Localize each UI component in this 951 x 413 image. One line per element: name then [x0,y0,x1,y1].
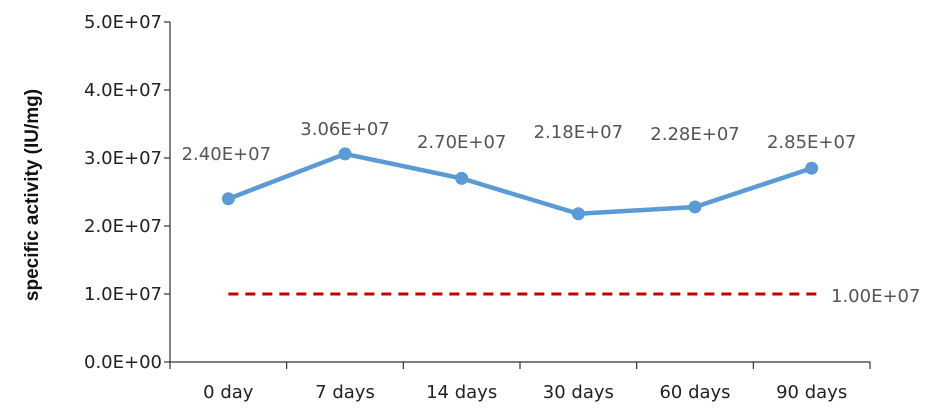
data-label: 3.06E+07 [300,119,389,140]
data-label: 2.85E+07 [767,132,856,153]
reference-line-group: 1.00E+07 [228,286,920,307]
data-point [338,147,352,161]
x-axis-ticks: 0 day 7 days 14 days 30 days 60 days 90 days [169,362,871,403]
x-tick-label: 30 days [543,382,614,403]
data-label: 2.28E+07 [650,124,739,145]
data-point [455,171,469,185]
series-line [227,151,813,217]
axes [169,22,870,363]
data-label: 2.18E+07 [534,122,623,143]
x-tick-label: 14 days [426,382,497,403]
x-tick-label: 0 day [203,382,254,403]
y-axis-ticks: 0.0E+00 1.0E+07 2.0E+07 3.0E+07 4.0E+07 5.0E+… [84,12,170,373]
reference-line-label: 1.00E+07 [831,286,920,307]
data-label: 2.70E+07 [417,132,506,153]
data-labels-group: 2.40E+07 3.06E+07 2.70E+07 2.18E+07 2.28E+07… [182,119,857,165]
y-tick-label: 4.0E+07 [84,80,162,101]
data-point [221,192,235,206]
x-tick-label: 60 days [659,382,730,403]
y-tick-label: 1.0E+07 [84,284,162,305]
y-tick-label: 2.0E+07 [84,216,162,237]
y-tick-label: 0.0E+00 [84,352,162,373]
y-tick-label: 3.0E+07 [84,148,162,169]
data-point [688,200,702,214]
data-point [571,207,585,221]
y-axis-title: specific activity (IU/mg) [22,89,43,301]
y-tick-label: 5.0E+07 [84,12,162,33]
x-tick-label: 7 days [315,382,375,403]
series-group [221,147,819,221]
data-label: 2.40E+07 [182,144,271,165]
x-tick-label: 90 days [776,382,847,403]
data-point [805,161,819,175]
